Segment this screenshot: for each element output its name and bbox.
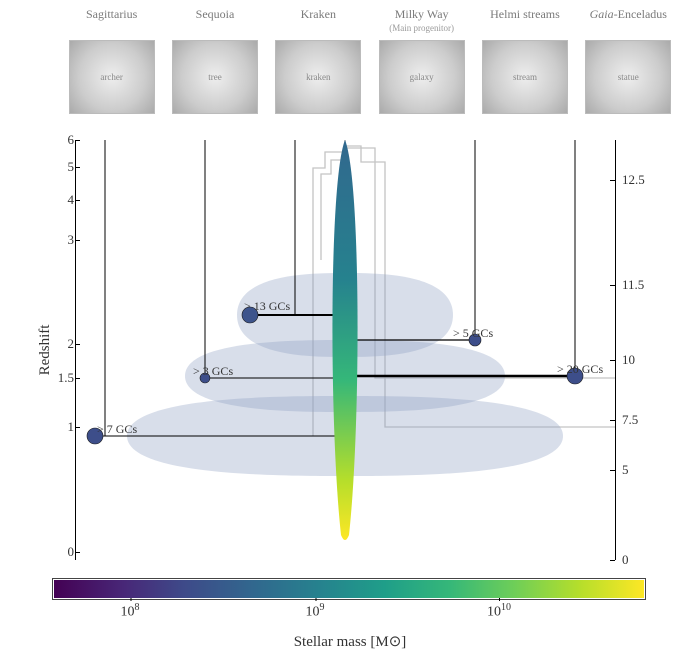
- central-violin: [332, 140, 357, 540]
- header-item-kraken: Kraken kraken: [268, 8, 368, 128]
- grey-merger-tracks: [313, 140, 615, 436]
- x-tick: 1010: [487, 602, 511, 621]
- y-left-tick: 6: [50, 132, 74, 148]
- y-left-tick: 1: [50, 419, 74, 435]
- figure-canvas: Sagittarius archer Sequoia tree Kraken k…: [0, 0, 700, 661]
- y-right-tick: 12.5: [622, 172, 662, 188]
- y-left-axis-label: Redshift: [37, 325, 54, 376]
- merger-annotation: > 7 GCs: [97, 422, 137, 437]
- y-right-tick: 11.5: [622, 277, 662, 293]
- merger-annotation: > 3 GCs: [193, 364, 233, 379]
- thumb-sagittarius: archer: [69, 40, 155, 114]
- header-item-milkyway: Milky Way (Main progenitor) galaxy: [372, 8, 472, 128]
- colorbar: [54, 580, 644, 598]
- header-label-text: Milky Way: [395, 7, 449, 21]
- header-sublabel: (Main progenitor): [389, 23, 454, 33]
- y-axis-right-spine: [615, 140, 616, 560]
- y-right-tick: 7.5: [622, 412, 662, 428]
- x-tick: 108: [121, 602, 140, 621]
- x-axis-label: Stellar mass [M⊙]: [0, 632, 700, 651]
- merger-annotation: > 5 GCs: [453, 326, 493, 341]
- thumb-kraken: kraken: [275, 40, 361, 114]
- header-item-helmi: Helmi streams stream: [475, 8, 575, 128]
- header-label: Sequoia: [196, 8, 235, 36]
- y-right-tick: 0: [622, 552, 662, 568]
- merger-annotation: > 13 GCs: [244, 299, 290, 314]
- thumb-helmi: stream: [482, 40, 568, 114]
- y-left-tick: 3: [50, 232, 74, 248]
- y-left-tick: 5: [50, 159, 74, 175]
- distribution-lobes: [127, 273, 563, 476]
- y-right-tick: 5: [622, 462, 662, 478]
- gaia-rest: -Enceladus: [614, 7, 667, 21]
- header-label: Sagittarius: [86, 8, 137, 36]
- y-right-tick: 10: [622, 352, 662, 368]
- thumb-milkyway: galaxy: [379, 40, 465, 114]
- header-item-gaia: Gaia-Enceladus statue: [578, 8, 678, 128]
- y-left-tick: 0: [50, 544, 74, 560]
- plot-svg: [75, 140, 615, 560]
- thumb-sequoia: tree: [172, 40, 258, 114]
- merger-tracks: [87, 140, 583, 444]
- header-label: Kraken: [301, 8, 336, 36]
- header-label: Gaia-Enceladus: [590, 8, 667, 36]
- header-label: Milky Way (Main progenitor): [389, 8, 454, 36]
- header-row: Sagittarius archer Sequoia tree Kraken k…: [60, 8, 680, 128]
- y-axis-left-spine: [75, 140, 76, 560]
- merger-annotation: > 20 GCs: [557, 362, 603, 377]
- y-left-tick: 4: [50, 192, 74, 208]
- header-label: Helmi streams: [490, 8, 560, 36]
- gaia-italic: Gaia: [590, 7, 614, 21]
- x-tick: 109: [306, 602, 325, 621]
- thumb-gaia: statue: [585, 40, 671, 114]
- header-item-sequoia: Sequoia tree: [165, 8, 265, 128]
- header-item-sagittarius: Sagittarius archer: [62, 8, 162, 128]
